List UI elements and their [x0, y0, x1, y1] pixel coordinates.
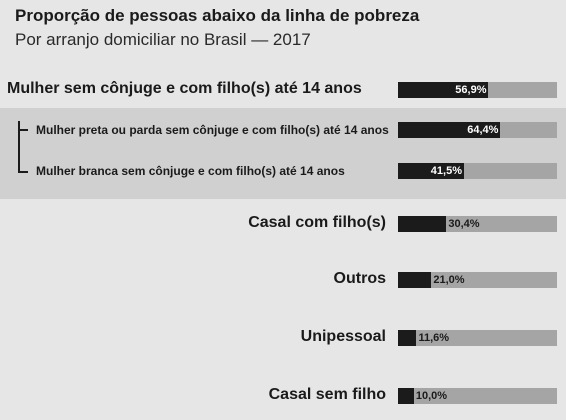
bar-value-label: 11,6% [418, 332, 450, 344]
bar-value-label: 41,5% [430, 165, 462, 177]
bar [398, 330, 417, 346]
bar-track: 21,0% [398, 272, 557, 288]
chart-title: Proporção de pessoas abaixo da linha de … [15, 6, 420, 25]
bar-value-label: 56,9% [455, 84, 487, 96]
bar [398, 272, 432, 288]
bar-value-label: 30,4% [448, 218, 480, 230]
category-label: Casal sem filho [268, 386, 386, 404]
bar-track: 30,4% [398, 216, 557, 232]
bar-value-label: 64,4% [467, 124, 499, 136]
bar-track: 64,4% [398, 122, 557, 138]
category-label: Casal com filho(s) [248, 214, 386, 232]
bar [398, 163, 464, 179]
bar-track: 10,0% [398, 388, 557, 404]
category-label: Unipessoal [300, 328, 386, 346]
bar-track: 56,9% [398, 82, 557, 98]
category-label: Outros [333, 270, 386, 288]
category-label: Mulher preta ou parda sem cônjuge e com … [36, 122, 389, 137]
bar [398, 216, 447, 232]
chart-subtitle: Por arranjo domiciliar no Brasil — 2017 [15, 30, 311, 49]
bar-track: 41,5% [398, 163, 557, 179]
bar-track: 11,6% [398, 330, 557, 346]
bar [398, 82, 489, 98]
bar [398, 388, 414, 404]
bar [398, 122, 501, 138]
bar-value-label: 21,0% [433, 274, 465, 286]
category-label: Mulher sem cônjuge e com filho(s) até 14… [7, 80, 362, 98]
category-label: Mulher branca sem cônjuge e com filho(s)… [36, 163, 345, 178]
bar-value-label: 10,0% [415, 390, 448, 402]
